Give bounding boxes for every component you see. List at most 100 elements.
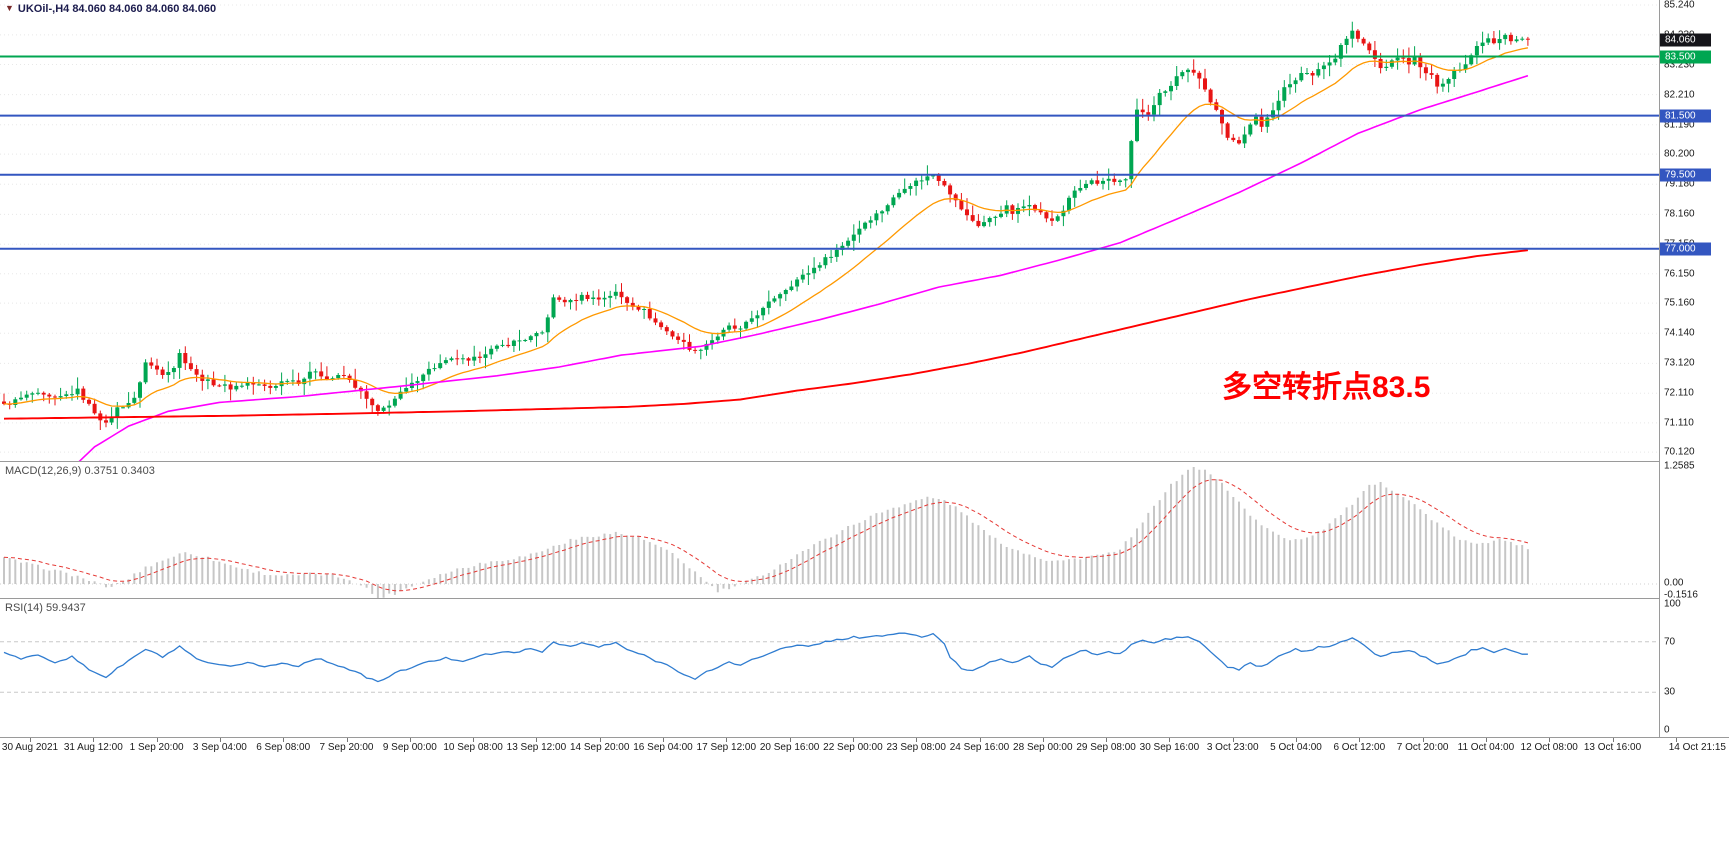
- time-axis-label: 30 Aug 2021: [1, 742, 59, 753]
- time-axis-label: 29 Sep 08:00: [1076, 742, 1136, 753]
- time-axis-label: 30 Sep 16:00: [1139, 742, 1200, 753]
- price-axis[interactable]: 85.24084.23083.23082.21081.19080.20079.1…: [1659, 0, 1729, 737]
- time-axis-tick: [1042, 738, 1044, 742]
- chart-annotation-text: 多空转折点83.5: [1222, 371, 1431, 404]
- time-axis-tick: [283, 738, 285, 742]
- time-axis-label: 23 Sep 08:00: [886, 742, 946, 753]
- time-axis-label: 16 Sep 04:00: [633, 742, 693, 753]
- macd-label: MACD(12,26,9) 0.3751 0.3403: [5, 465, 155, 477]
- fast-ma-line: [3, 47, 1529, 407]
- price-axis-label: 78.160: [1664, 208, 1695, 220]
- time-axis-label: 24 Sep 16:00: [949, 742, 1010, 753]
- time-axis-tick: [536, 738, 538, 742]
- macd-histogram: [3, 467, 1529, 598]
- price-axis-label: 83.230: [1664, 59, 1695, 70]
- macd-signal-line: [3, 479, 1529, 592]
- time-axis-tick: [726, 738, 728, 742]
- symbol-dropdown-icon[interactable]: ▼: [5, 3, 14, 13]
- rsi-canvas[interactable]: [0, 599, 1659, 737]
- main-chart-panel: ▼ UKOil-,H4 84.060 84.060 84.060 84.060 多…: [0, 0, 1659, 461]
- time-axis-tick: [1549, 738, 1551, 742]
- time-axis-tick: [852, 738, 854, 742]
- bottom-spacer: [0, 758, 1729, 841]
- price-level-badge: 77.000: [1660, 242, 1711, 256]
- time-axis-label: 3 Oct 23:00: [1206, 742, 1259, 753]
- support-resistance-lines[interactable]: [0, 55, 1659, 250]
- price-axis-label: 80.200: [1664, 148, 1695, 160]
- time-axis-tick: [156, 738, 158, 742]
- time-axis-label: 7 Oct 20:00: [1396, 742, 1449, 753]
- time-axis-label: 28 Sep 00:00: [1013, 742, 1073, 753]
- time-axis-tick: [1612, 738, 1614, 742]
- time-axis-tick: [916, 738, 918, 742]
- macd-panel: MACD(12,26,9) 0.3751 0.3403: [0, 461, 1659, 599]
- price-chart-canvas[interactable]: [0, 0, 1659, 461]
- time-axis-tick: [789, 738, 791, 742]
- price-axis-label: 85.240: [1664, 0, 1695, 11]
- price-axis-label: 72.110: [1664, 387, 1694, 399]
- macd-axis-zero: 0.00: [1664, 577, 1684, 589]
- price-axis-label: 75.160: [1664, 297, 1695, 309]
- time-axis-label: 10 Sep 08:00: [443, 742, 503, 753]
- rsi-line: [3, 632, 1528, 683]
- time-axis-label: 14 Oct 21:15: [1668, 742, 1726, 753]
- macd-axis-min: -0.1516: [1664, 589, 1698, 601]
- candles: [2, 21, 1530, 430]
- time-axis-label: 7 Sep 20:00: [319, 742, 374, 753]
- time-axis-label: 3 Sep 04:00: [192, 742, 247, 753]
- time-axis-label: 31 Aug 12:00: [63, 742, 123, 753]
- rsi-axis-label: 100: [1664, 598, 1681, 610]
- time-axis-label: 11 Oct 04:00: [1457, 742, 1515, 753]
- rsi-axis-label: 0: [1664, 724, 1670, 736]
- rsi-axis-label: 30: [1664, 686, 1676, 698]
- time-axis-label: 13 Oct 16:00: [1583, 742, 1642, 753]
- price-axis-label: 82.210: [1664, 89, 1695, 101]
- price-axis-label: 76.150: [1664, 268, 1695, 280]
- time-axis-label: 17 Sep 12:00: [696, 742, 757, 753]
- time-axis-label: 6 Sep 08:00: [256, 742, 311, 753]
- price-axis-label: 74.140: [1664, 327, 1695, 339]
- price-axis-label: 73.120: [1664, 357, 1695, 369]
- macd-axis-max: 1.2585: [1664, 460, 1695, 472]
- time-axis-label: 1 Sep 20:00: [129, 742, 184, 753]
- price-axis-label: 70.120: [1664, 446, 1695, 458]
- price-axis-label: 81.190: [1664, 119, 1695, 131]
- time-axis-tick: [1232, 738, 1234, 742]
- time-axis-tick: [346, 738, 348, 742]
- time-axis-label: 5 Oct 04:00: [1270, 742, 1322, 753]
- time-axis-tick: [1422, 738, 1424, 742]
- time-axis-tick: [979, 738, 981, 742]
- price-axis-label: 71.110: [1664, 417, 1694, 429]
- time-axis-tick: [663, 738, 664, 742]
- price-level-badge: 79.500: [1660, 168, 1711, 182]
- time-axis-tick: [1359, 738, 1361, 742]
- mid-ma-line: [78, 74, 1529, 461]
- time-axis-label: 12 Oct 08:00: [1520, 742, 1578, 753]
- time-axis-label: 20 Sep 16:00: [759, 742, 820, 753]
- time-axis[interactable]: 30 Aug 2021 31 Aug 12:00 1 Sep 20:00 3 Sep …: [0, 737, 1729, 758]
- time-axis-tick: [409, 738, 411, 742]
- price-axis-label: 79.180: [1664, 178, 1695, 190]
- time-axis-tick: [1169, 738, 1171, 742]
- time-axis-label: 22 Sep 00:00: [823, 742, 883, 753]
- time-axis-tick: [1485, 738, 1487, 742]
- rsi-panel: RSI(14) 59.9437: [0, 598, 1659, 738]
- time-axis-label: 9 Sep 00:00: [382, 742, 437, 753]
- time-axis-label: 14 Sep 20:00: [569, 742, 630, 753]
- price-level-badge: 83.500: [1660, 50, 1711, 63]
- time-axis-tick: [1675, 738, 1677, 742]
- slow-ma-line: [3, 249, 1528, 420]
- price-level-badge: 81.500: [1660, 109, 1711, 123]
- time-axis-tick: [473, 738, 475, 742]
- macd-canvas[interactable]: [0, 462, 1659, 598]
- symbol-ohlc-text: UKOil-,H4 84.060 84.060 84.060 84.060: [17, 3, 217, 15]
- time-axis-tick: [1296, 738, 1297, 742]
- time-axis-tick: [599, 738, 601, 742]
- time-axis-tick: [93, 738, 95, 742]
- time-axis-label: 13 Sep 12:00: [506, 742, 567, 753]
- rsi-axis-label: 70: [1664, 636, 1676, 648]
- time-axis-label: 6 Oct 12:00: [1333, 742, 1386, 753]
- rsi-label: RSI(14) 59.9437: [5, 602, 86, 614]
- time-axis-tick: [1106, 738, 1108, 742]
- current-price-badge: 84.060: [1660, 33, 1711, 47]
